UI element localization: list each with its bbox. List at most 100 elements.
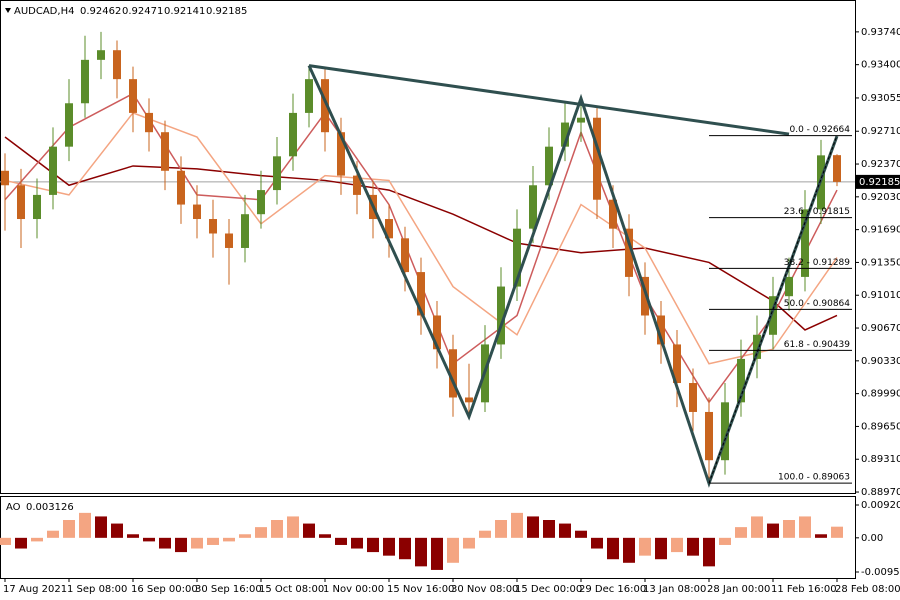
candle-body — [577, 117, 585, 123]
ao-bar — [383, 537, 395, 556]
candle-body — [593, 117, 601, 200]
candle-body — [705, 411, 713, 461]
y-tick-label: 0.91350 — [861, 257, 900, 268]
ao-bar — [623, 537, 635, 563]
ao-bar — [367, 537, 379, 553]
ao-bar — [319, 534, 331, 538]
y-tick-label: 0.93055 — [861, 93, 900, 104]
ao-bar — [143, 537, 155, 542]
candle-body — [609, 199, 617, 229]
ao-bar — [191, 537, 203, 549]
y-tick-label: 0.90670 — [861, 323, 900, 334]
x-tick-label: 15 Nov 16:00 — [387, 584, 454, 595]
candle-body — [833, 155, 841, 182]
ao-bar — [799, 516, 811, 538]
y-tick-label: 0.91690 — [861, 225, 900, 236]
candle-body — [321, 79, 329, 133]
x-tick-label: 30 Sep 16:00 — [195, 584, 262, 595]
ao-bar — [271, 520, 283, 538]
ao-bar — [239, 534, 251, 538]
candle-body — [513, 228, 521, 287]
trendline — [308, 64, 790, 136]
ao-bar — [303, 523, 315, 538]
candle-body — [289, 112, 297, 157]
moving-average — [4, 136, 838, 331]
ao-bar — [527, 516, 539, 538]
candle-body — [81, 59, 89, 104]
x-tick-label: 28 Jan 00:00 — [707, 584, 770, 595]
x-tick-label: 28 Feb 08:00 — [835, 584, 900, 595]
x-tick-label: 13 Jan 08:00 — [643, 584, 706, 595]
x-tick-label: 11 Feb 16:00 — [771, 584, 837, 595]
candle-body — [673, 344, 681, 384]
ao-bar — [703, 537, 715, 567]
ao-bar — [175, 537, 187, 553]
ao-bar — [223, 537, 235, 542]
ao-bar — [47, 530, 59, 538]
y-tick-label: 0.90330 — [861, 356, 900, 367]
candle-body — [801, 209, 809, 277]
ao-tick-label: 0.00 — [861, 533, 883, 544]
ao-bar — [591, 537, 603, 549]
candle-body — [145, 112, 153, 133]
ao-bar — [335, 537, 347, 545]
y-tick-label: 0.93740 — [861, 27, 900, 38]
fib-label: 38.2 - 0.91289 — [784, 258, 850, 268]
ao-bar — [831, 526, 843, 538]
ao-bar — [495, 520, 507, 538]
candle-body — [1, 170, 9, 186]
candle-body — [17, 185, 25, 220]
close: 0.92185 — [206, 6, 247, 17]
candle-body — [193, 204, 201, 220]
ao-bar — [687, 537, 699, 556]
candle-body — [161, 132, 169, 171]
y-tick-label: 0.92710 — [861, 126, 900, 137]
zigzag — [307, 65, 839, 488]
ao-bar — [127, 534, 139, 538]
y-tick-label: 0.92030 — [861, 192, 900, 203]
ao-bar — [79, 512, 91, 538]
candle-body — [113, 50, 121, 80]
fib-label: 61.8 - 0.90439 — [784, 340, 850, 350]
x-tick-label: 1 Nov 00:00 — [323, 584, 384, 595]
candle-body — [273, 156, 281, 191]
candle-body — [97, 50, 105, 60]
candle-body — [225, 233, 233, 248]
candle-body — [529, 185, 537, 229]
x-tick-label: 29 Dec 16:00 — [579, 584, 646, 595]
ao-bar — [159, 537, 171, 549]
candle-body — [337, 132, 345, 176]
x-tick-label: 30 Nov 08:00 — [451, 584, 518, 595]
ao-bar — [783, 520, 795, 538]
ao-bar — [351, 537, 363, 549]
candle-body — [49, 146, 57, 195]
candle-body — [465, 397, 473, 403]
candle-body — [209, 219, 217, 234]
candle-body — [753, 334, 761, 359]
ao-bar — [671, 537, 683, 553]
ao-bar — [719, 537, 731, 545]
candle-body — [657, 315, 665, 345]
candle-body — [33, 194, 41, 220]
ao-bar — [95, 516, 107, 538]
ao-bar — [559, 523, 571, 538]
ao-bar — [431, 537, 443, 570]
y-tick-label: 0.91010 — [861, 290, 900, 301]
header-arrow — [5, 8, 11, 13]
ao-bar — [399, 537, 411, 560]
candle-body — [417, 272, 425, 316]
ao-bar — [655, 537, 667, 560]
x-tick-label: 1 Sep 08:00 — [67, 584, 127, 595]
current-price-label: 0.92185 — [859, 177, 900, 188]
candle-body — [241, 214, 249, 248]
ao-bar — [15, 537, 27, 549]
ao-bar — [31, 537, 43, 542]
ao-bar — [0, 537, 11, 545]
ao-tick-label: 0.009207 — [861, 500, 900, 511]
ao-bar — [447, 537, 459, 563]
ao-bar — [543, 520, 555, 538]
x-tick-label: 15 Oct 08:00 — [259, 584, 324, 595]
ao-bar — [767, 523, 779, 538]
ao-bar — [207, 537, 219, 545]
